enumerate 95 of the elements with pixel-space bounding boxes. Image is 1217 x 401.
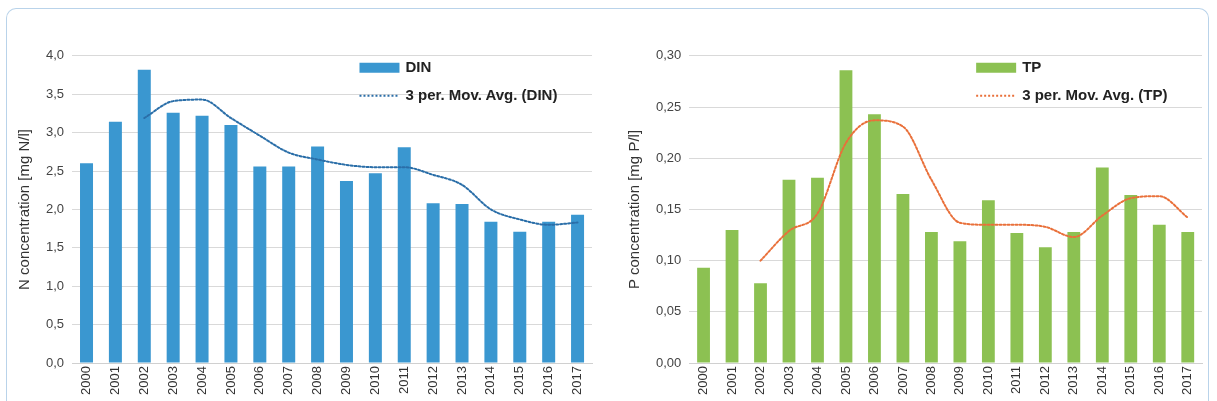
bar (1010, 233, 1024, 363)
x-tick-label: 2006 (866, 366, 882, 395)
bar (484, 221, 498, 363)
x-tick-label: 2011 (1008, 366, 1024, 395)
y-tick-label: 3,0 (45, 124, 65, 140)
x-tick-label: 2001 (723, 366, 739, 395)
bar (839, 70, 853, 363)
x-tick-label: 2011 (395, 366, 411, 395)
bar (542, 221, 556, 363)
bar (1038, 247, 1052, 363)
bar (754, 283, 767, 363)
y-tick-label: 3,5 (45, 85, 65, 101)
bar (166, 112, 180, 363)
x-tick-label: 2007 (280, 366, 296, 395)
y-tick-label: 4,0 (45, 47, 65, 63)
bar (697, 267, 710, 363)
line-series (759, 119, 1189, 262)
x-tick-label: 2002 (752, 366, 768, 395)
bar (1152, 224, 1166, 363)
y-axis-title: N concentration [mg N/l] (15, 128, 33, 290)
x-tick-label: 2015 (1122, 366, 1138, 395)
x-tick-label: 2004 (193, 366, 209, 395)
bar (1124, 195, 1138, 363)
bar (953, 241, 967, 363)
bar (513, 231, 527, 363)
y-tick-label: 0,30 (655, 47, 682, 63)
x-tick-label: 2014 (1093, 366, 1109, 395)
legend-label: 3 per. Mov. Avg. (TP) (1022, 85, 1168, 103)
x-tick-label: 2005 (222, 366, 238, 395)
y-tick-label: 0,15 (655, 201, 682, 217)
x-tick-label: 2008 (922, 366, 938, 395)
bar (368, 173, 382, 363)
x-tick-label: 2009 (338, 366, 354, 395)
x-tick-label: 2003 (164, 366, 180, 395)
x-tick-label: 2010 (979, 366, 995, 395)
x-tick-label: 2016 (540, 366, 556, 395)
x-tick-label: 2009 (951, 366, 967, 395)
x-tick-label: 2006 (251, 366, 267, 395)
x-tick-label: 2013 (1065, 366, 1081, 395)
x-tick-label: 2008 (309, 366, 325, 395)
y-tick-label: 0,05 (655, 303, 682, 319)
bar (253, 166, 267, 363)
bar (195, 115, 209, 363)
x-tick-label: 2015 (511, 366, 527, 395)
bar (311, 146, 325, 363)
legend-label: 3 per. Mov. Avg. (DIN) (405, 85, 558, 103)
bar (1067, 231, 1081, 363)
y-tick-label: 0,00 (655, 354, 682, 370)
y-tick-label: 0,0 (45, 354, 65, 370)
bar (896, 194, 910, 363)
y-tick-label: 0,20 (655, 149, 682, 165)
x-tick-label: 2017 (1179, 366, 1195, 395)
bar (925, 231, 938, 363)
bar (108, 121, 122, 363)
bar (80, 163, 94, 363)
y-tick-label: 0,10 (655, 252, 682, 268)
bar (339, 181, 353, 363)
bar (224, 124, 238, 363)
bar (426, 203, 440, 363)
y-tick-label: 2,5 (45, 162, 65, 178)
y-tick-label: 1,0 (45, 277, 65, 293)
x-tick-label: 2000 (695, 366, 711, 395)
legend-label: DIN (405, 57, 432, 75)
y-tick-label: 0,25 (655, 98, 682, 114)
bar (571, 214, 585, 363)
x-tick-label: 2012 (1036, 366, 1052, 395)
bar (397, 147, 411, 363)
bar (725, 229, 739, 363)
y-axis-title: P concentration [mg P/l] (625, 129, 643, 289)
bar (1095, 167, 1109, 363)
bar (282, 166, 296, 363)
x-tick-label: 2014 (482, 366, 498, 395)
x-tick-label: 2005 (837, 366, 853, 395)
bar (868, 114, 881, 363)
x-tick-label: 2003 (780, 366, 796, 395)
y-tick-label: 1,5 (45, 239, 65, 255)
y-tick-label: 0,5 (45, 316, 65, 332)
x-tick-label: 2017 (569, 366, 585, 395)
x-tick-label: 2010 (366, 366, 382, 395)
x-tick-label: 2002 (135, 366, 151, 395)
bar (782, 179, 796, 363)
bar (811, 177, 824, 363)
x-tick-label: 2012 (424, 366, 440, 395)
bar (1181, 231, 1195, 363)
x-tick-label: 2004 (809, 366, 825, 395)
y-tick-label: 2,0 (45, 201, 65, 217)
x-tick-label: 2007 (894, 366, 910, 395)
x-tick-label: 2013 (453, 366, 469, 395)
bar (455, 204, 469, 363)
x-tick-label: 2000 (78, 366, 94, 395)
bar (137, 69, 151, 363)
legend-label: TP (1022, 57, 1042, 75)
x-tick-label: 2016 (1150, 366, 1166, 395)
x-tick-label: 2001 (106, 366, 122, 395)
bar (981, 200, 995, 363)
